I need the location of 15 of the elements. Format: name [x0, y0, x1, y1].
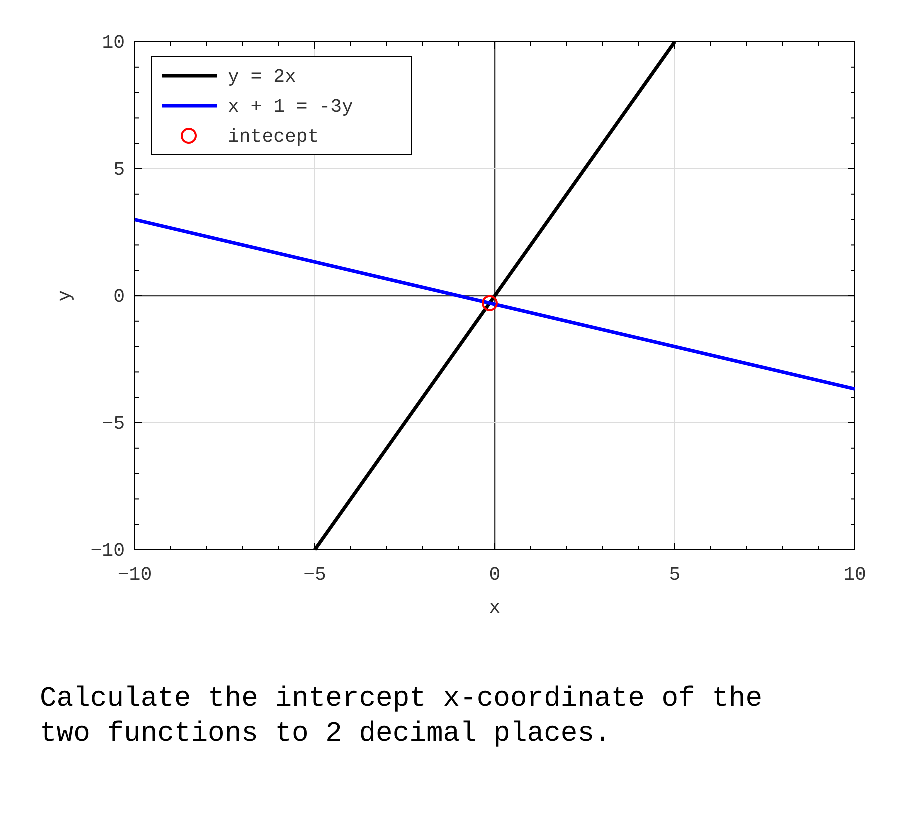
y-tick-label: −5 — [102, 413, 125, 435]
y-tick-label: 5 — [114, 159, 125, 181]
legend-label: intecept — [228, 126, 320, 148]
x-tick-label: 10 — [844, 564, 866, 586]
x-tick-label: −5 — [304, 564, 326, 586]
y-tick-label: −10 — [90, 540, 125, 562]
x-tick-label: 5 — [669, 564, 681, 586]
y-tick-label: 10 — [102, 32, 125, 54]
x-axis-title: x — [489, 597, 501, 619]
text: Calculate the intercept x-coordinate of the two functions to 2 decimal places. — [40, 684, 763, 750]
legend-label: y = 2x — [228, 66, 296, 88]
y-tick-label: 0 — [114, 286, 125, 308]
y-axis-title: y — [54, 290, 76, 302]
legend-label: x + 1 = -3y — [228, 96, 354, 118]
x-tick-label: 0 — [489, 564, 501, 586]
